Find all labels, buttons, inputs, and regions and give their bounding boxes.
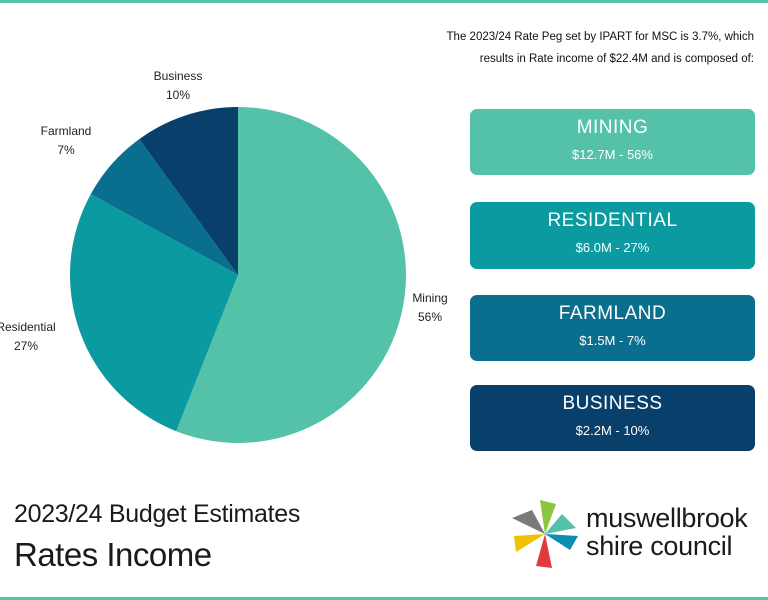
council-logo-text: muswellbrook shire council [586, 503, 748, 561]
logo-petal-yellow [514, 534, 545, 552]
council-logo-icon [512, 500, 578, 568]
logo-petal-teal [545, 514, 576, 534]
logo-line-2: shire council [586, 531, 733, 561]
card-farmland: FARMLAND $1.5M - 7% [470, 295, 755, 361]
logo-petal-grey [512, 510, 545, 534]
card-mining: MINING $12.7M - 56% [470, 109, 755, 175]
pie-percent-farmland: 7% [57, 143, 75, 157]
pie-label-farmland: Farmland [41, 124, 92, 138]
pie-label-residential: Residential [0, 320, 56, 334]
logo-petal-green [540, 500, 556, 534]
card-farmland-title: FARMLAND [558, 303, 667, 324]
pie-slice-mining [176, 107, 406, 443]
council-logo: muswellbrook shire council [510, 494, 760, 574]
card-business: BUSINESS $2.2M - 10% [470, 385, 755, 451]
pie-percent-business: 10% [166, 88, 190, 102]
page-title: Rates Income [14, 536, 212, 573]
intro-line-2: results in Rate income of $22.4M and is … [479, 53, 754, 65]
pie-label-mining: Mining [412, 291, 447, 305]
intro-line-1: The 2023/24 Rate Peg set by IPART for MS… [446, 31, 754, 43]
bottom-rule [0, 597, 768, 600]
pie-chart: Mining 56% Residential 27% Farmland 7% Busines… [0, 69, 448, 443]
pie-percent-residential: 27% [14, 339, 38, 353]
card-mining-value: $12.7M - 56% [572, 147, 653, 162]
budget-subtitle: 2023/24 Budget Estimates [14, 500, 301, 528]
top-rule [0, 0, 768, 3]
logo-petal-red [536, 534, 552, 568]
pie-slice-business [139, 107, 238, 275]
pie-label-business: Business [154, 69, 203, 83]
card-residential-title: RESIDENTIAL [547, 210, 678, 231]
card-farmland-value: $1.5M - 7% [579, 333, 646, 348]
pie-slice-farmland [90, 139, 238, 275]
pie-slice-residential [69, 194, 238, 432]
card-business-value: $2.2M - 10% [575, 423, 650, 438]
logo-line-1: muswellbrook [586, 503, 748, 533]
card-residential-value: $6.0M - 27% [575, 240, 650, 255]
logo-petal-blue [545, 534, 578, 550]
pie-percent-mining: 56% [418, 310, 442, 324]
card-mining-title: MINING [576, 117, 649, 138]
card-residential: RESIDENTIAL $6.0M - 27% [470, 202, 755, 269]
card-business-title: BUSINESS [562, 393, 663, 414]
intro-text: The 2023/24 Rate Peg set by IPART for MS… [414, 26, 754, 70]
